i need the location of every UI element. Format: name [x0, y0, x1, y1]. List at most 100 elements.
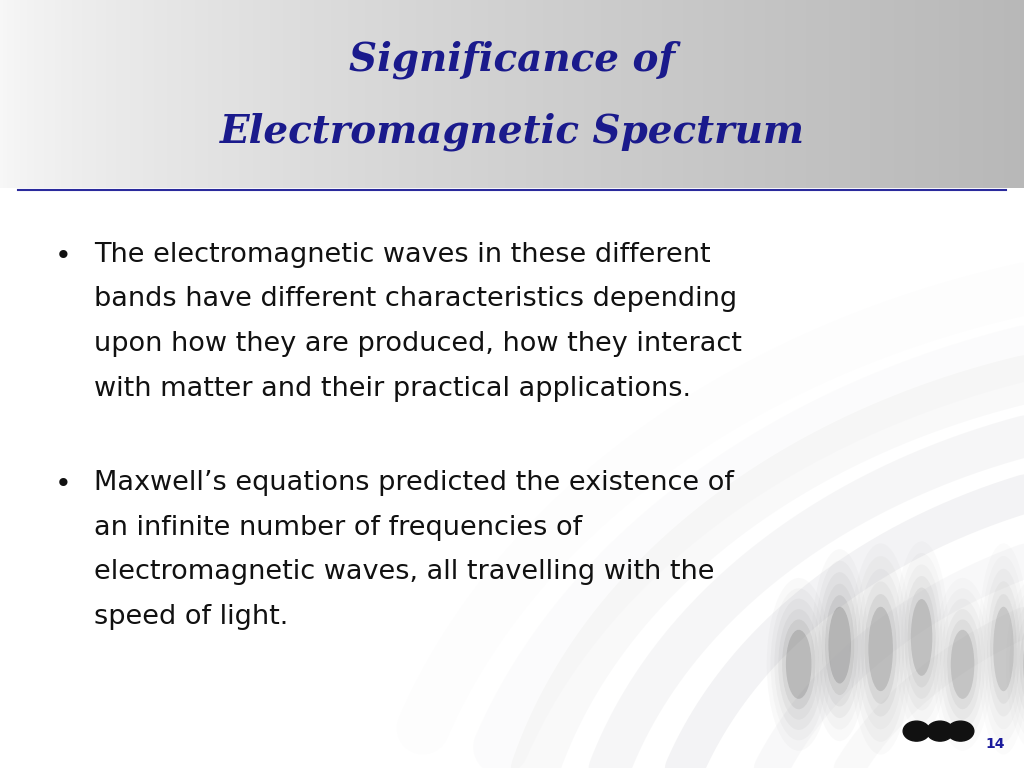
- Bar: [543, 0, 547, 188]
- Ellipse shape: [950, 630, 974, 699]
- Bar: [243, 0, 247, 188]
- Bar: [597, 0, 602, 188]
- Bar: [894, 0, 899, 188]
- Bar: [51, 0, 55, 188]
- Bar: [655, 0, 659, 188]
- Ellipse shape: [857, 568, 904, 730]
- Bar: [208, 0, 213, 188]
- Bar: [901, 0, 905, 188]
- Bar: [85, 0, 90, 188]
- Text: 14: 14: [985, 737, 1005, 751]
- Bar: [748, 0, 752, 188]
- Bar: [0, 188, 1024, 768]
- Bar: [392, 0, 397, 188]
- Bar: [648, 0, 653, 188]
- Bar: [355, 0, 359, 188]
- Bar: [973, 0, 977, 188]
- Bar: [970, 0, 974, 188]
- Bar: [126, 0, 131, 188]
- Bar: [778, 0, 782, 188]
- Bar: [290, 0, 295, 188]
- Bar: [72, 0, 76, 188]
- Bar: [587, 0, 592, 188]
- Bar: [666, 0, 670, 188]
- Bar: [833, 0, 838, 188]
- Ellipse shape: [990, 594, 1017, 703]
- Bar: [980, 0, 984, 188]
- Bar: [389, 0, 393, 188]
- Bar: [809, 0, 813, 188]
- Bar: [914, 0, 920, 188]
- Bar: [402, 0, 408, 188]
- Bar: [577, 0, 582, 188]
- Bar: [249, 0, 254, 188]
- Bar: [284, 0, 288, 188]
- Bar: [515, 0, 520, 188]
- Bar: [167, 0, 172, 188]
- Bar: [781, 0, 786, 188]
- Bar: [366, 0, 370, 188]
- Bar: [474, 0, 479, 188]
- Bar: [939, 0, 943, 188]
- Bar: [440, 0, 444, 188]
- Bar: [110, 0, 114, 188]
- Bar: [601, 0, 605, 188]
- Bar: [976, 0, 981, 188]
- Bar: [464, 0, 469, 188]
- Bar: [867, 0, 871, 188]
- Bar: [218, 0, 223, 188]
- Bar: [0, 0, 4, 188]
- Bar: [3, 0, 8, 188]
- Bar: [294, 0, 298, 188]
- Bar: [20, 0, 25, 188]
- Bar: [236, 0, 240, 188]
- Bar: [499, 0, 503, 188]
- Text: Maxwell’s equations predicted the existence of: Maxwell’s equations predicted the existe…: [94, 470, 734, 496]
- Bar: [266, 0, 270, 188]
- Bar: [341, 0, 346, 188]
- Ellipse shape: [774, 599, 823, 730]
- Bar: [273, 0, 278, 188]
- Bar: [120, 0, 124, 188]
- Bar: [768, 0, 772, 188]
- Bar: [481, 0, 485, 188]
- Bar: [908, 0, 912, 188]
- Text: upon how they are produced, how they interact: upon how they are produced, how they int…: [94, 331, 742, 357]
- Ellipse shape: [815, 561, 864, 730]
- Bar: [873, 0, 879, 188]
- Bar: [857, 0, 861, 188]
- Ellipse shape: [825, 595, 854, 695]
- Ellipse shape: [864, 594, 897, 703]
- Ellipse shape: [828, 607, 851, 684]
- Ellipse shape: [904, 576, 939, 699]
- Bar: [280, 0, 285, 188]
- Bar: [949, 0, 953, 188]
- Bar: [31, 0, 35, 188]
- Bar: [812, 0, 817, 188]
- Bar: [269, 0, 274, 188]
- Bar: [658, 0, 664, 188]
- Bar: [437, 0, 441, 188]
- Bar: [870, 0, 874, 188]
- Bar: [963, 0, 967, 188]
- Bar: [102, 0, 106, 188]
- Bar: [942, 0, 946, 188]
- Bar: [58, 0, 62, 188]
- Bar: [625, 0, 629, 188]
- Bar: [314, 0, 318, 188]
- Bar: [310, 0, 315, 188]
- Bar: [843, 0, 848, 188]
- Bar: [468, 0, 472, 188]
- Bar: [331, 0, 336, 188]
- Bar: [1011, 0, 1015, 188]
- Bar: [164, 0, 168, 188]
- Bar: [584, 0, 588, 188]
- Bar: [116, 0, 121, 188]
- Bar: [151, 0, 155, 188]
- Bar: [13, 0, 18, 188]
- Bar: [878, 0, 882, 188]
- Bar: [898, 0, 902, 188]
- Bar: [246, 0, 250, 188]
- Bar: [822, 0, 827, 188]
- Bar: [297, 0, 301, 188]
